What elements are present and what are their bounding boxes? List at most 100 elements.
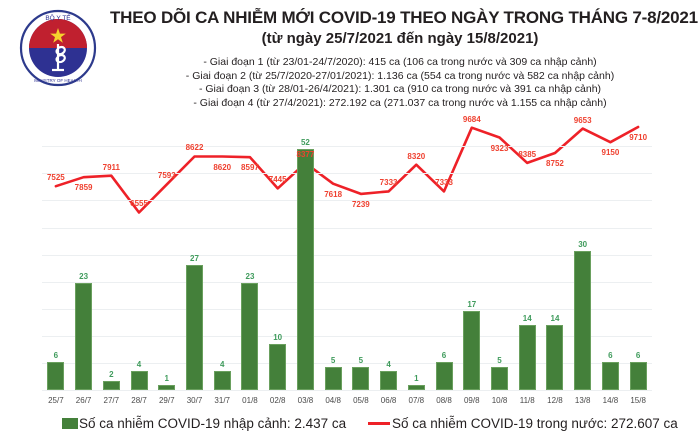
x-axis-tick: 26/7	[75, 396, 92, 405]
x-axis-tick: 15/8	[630, 396, 646, 405]
bar-value-label: 23	[245, 272, 255, 282]
bar	[324, 366, 342, 390]
phase-line: - Giai đoạn 3 (từ 28/01-26/4/2021): 1.30…	[198, 83, 602, 96]
line-value-label: 8385	[518, 149, 537, 159]
line-value-label: 9710	[629, 133, 648, 143]
line-value-label: 9323	[490, 143, 509, 153]
gridline	[42, 254, 652, 256]
bar	[296, 148, 314, 390]
bar	[629, 362, 647, 390]
line-value-label: 8377	[296, 150, 315, 160]
x-axis-tick: 09/8	[463, 396, 480, 405]
bar-value-label: 1	[414, 374, 419, 384]
chart-grid-area: 0100020003000400050006000700080009000010…	[42, 115, 652, 405]
legend-label-imported: Số ca nhiễm COVID-19 nhập cảnh: 2.437 ca	[79, 416, 347, 431]
bar-value-label: 17	[467, 300, 477, 310]
ministry-of-health-logo: BỘ Y TẾ MINISTRY OF HEALTH	[19, 9, 97, 87]
bar	[546, 325, 564, 390]
domestic-cases-line	[54, 125, 640, 214]
bar	[269, 343, 287, 390]
bar-value-label: 14	[522, 314, 532, 323]
line-value-label: 7911	[102, 162, 120, 172]
bar	[601, 362, 619, 390]
line-path	[54, 125, 640, 214]
bar-value-label: 5	[330, 355, 336, 365]
phase-line: - Giai đoạn 1 (từ 23/01-24/7/2020): 415 …	[203, 56, 597, 68]
legend-item-imported: Số ca nhiễm COVID-19 nhập cảnh: 2.437 ca	[62, 416, 346, 431]
bar	[435, 362, 453, 390]
bar-value-label: 52	[300, 137, 310, 147]
bar	[574, 250, 592, 390]
legend-item-domestic: Số ca nhiễm COVID-19 trong nước: 272.607…	[368, 416, 678, 431]
bar	[158, 385, 176, 390]
bar	[186, 264, 203, 390]
x-axis-tick: 25/7	[48, 396, 64, 405]
line-value-label: 9684	[462, 114, 481, 124]
logo-text-bottom: MINISTRY OF HEALTH	[34, 78, 82, 83]
line-value-label: 7333	[379, 178, 398, 188]
line-value-label: 8597	[241, 163, 259, 173]
chart-plot-area: 0100020003000400050006000700080009000010…	[0, 112, 700, 405]
x-axis-tick: 12/8	[547, 396, 563, 405]
line-value-label: 7525	[46, 173, 65, 183]
line-value-label: 9653	[573, 115, 592, 125]
gridline	[42, 335, 652, 337]
x-axis-tick: 11/8	[519, 396, 535, 405]
x-axis-tick: 06/8	[380, 396, 397, 405]
bar	[380, 371, 398, 390]
x-axis-tick: 29/7	[158, 396, 175, 405]
bar-value-label: 6	[53, 351, 59, 361]
bar	[130, 371, 148, 390]
x-axis-tick: 05/8	[353, 396, 369, 405]
gridline	[42, 362, 652, 364]
line-value-label: 6555	[130, 199, 148, 209]
gridline	[42, 281, 652, 283]
bar-value-label: 4	[219, 360, 225, 370]
bar-value-label: 30	[578, 239, 588, 249]
gridline	[42, 227, 652, 229]
bar-value-label: 5	[497, 355, 502, 365]
x-axis-tick: 30/7	[186, 396, 203, 405]
line-value-label: 7239	[351, 199, 370, 209]
bar-value-label: 6	[441, 351, 447, 361]
x-axis-tick: 28/7	[131, 396, 147, 405]
x-axis-tick: 03/8	[297, 396, 314, 405]
bar-value-label: 4	[386, 360, 391, 370]
bar-value-label: 14	[550, 314, 560, 323]
bar-value-label: 6	[635, 351, 641, 361]
line-value-label: 7859	[74, 183, 93, 193]
bar	[213, 371, 231, 390]
bar-value-label: 5	[358, 355, 364, 365]
x-axis-tick: 04/8	[325, 396, 341, 405]
x-axis-tick: 10/8	[491, 396, 508, 405]
line-value-label: 7593	[157, 171, 176, 181]
bar-value-label: 6	[608, 351, 613, 361]
bar	[102, 380, 120, 390]
title-block: THEO DÕI CA NHIỄM MỚI COVID-19 THEO NGÀY…	[110, 8, 698, 48]
page-subtitle: (từ ngày 25/7/2021 đến ngày 15/8/2021)	[261, 30, 539, 47]
line-value-label: 7333	[435, 178, 453, 188]
gridline	[42, 146, 652, 148]
x-axis-tick: 27/7	[103, 396, 120, 405]
bar-value-label: 10	[273, 332, 283, 342]
line-value-label: 8622	[185, 143, 204, 153]
line-value-label: 7445	[268, 175, 287, 185]
x-axis-tick: 01/8	[242, 396, 258, 405]
phase-line: - Giai đoạn 2 (từ 25/7/2020-27/01/2021):…	[185, 69, 615, 82]
bar-value-label: 23	[79, 272, 89, 282]
bar	[241, 283, 259, 390]
line-value-label: 9150	[601, 148, 620, 158]
line-value-label: 8320	[407, 151, 426, 161]
legend-label-domestic: Số ca nhiễm COVID-19 trong nước: 272.607…	[392, 416, 678, 431]
bar	[491, 366, 508, 390]
bar	[407, 385, 425, 390]
x-axis-tick: 02/8	[269, 396, 286, 405]
bar-value-label: 27	[190, 253, 199, 263]
gridline	[42, 308, 652, 310]
bar-value-label: 1	[164, 374, 169, 384]
logo-text-top: BỘ Y TẾ	[45, 12, 71, 22]
line-value-label: 8752	[546, 158, 564, 168]
chart-legend: Số ca nhiễm COVID-19 nhập cảnh: 2.437 ca…	[0, 408, 700, 440]
legend-swatch-bar-icon	[62, 418, 78, 429]
x-axis-tick: 14/8	[602, 396, 619, 405]
